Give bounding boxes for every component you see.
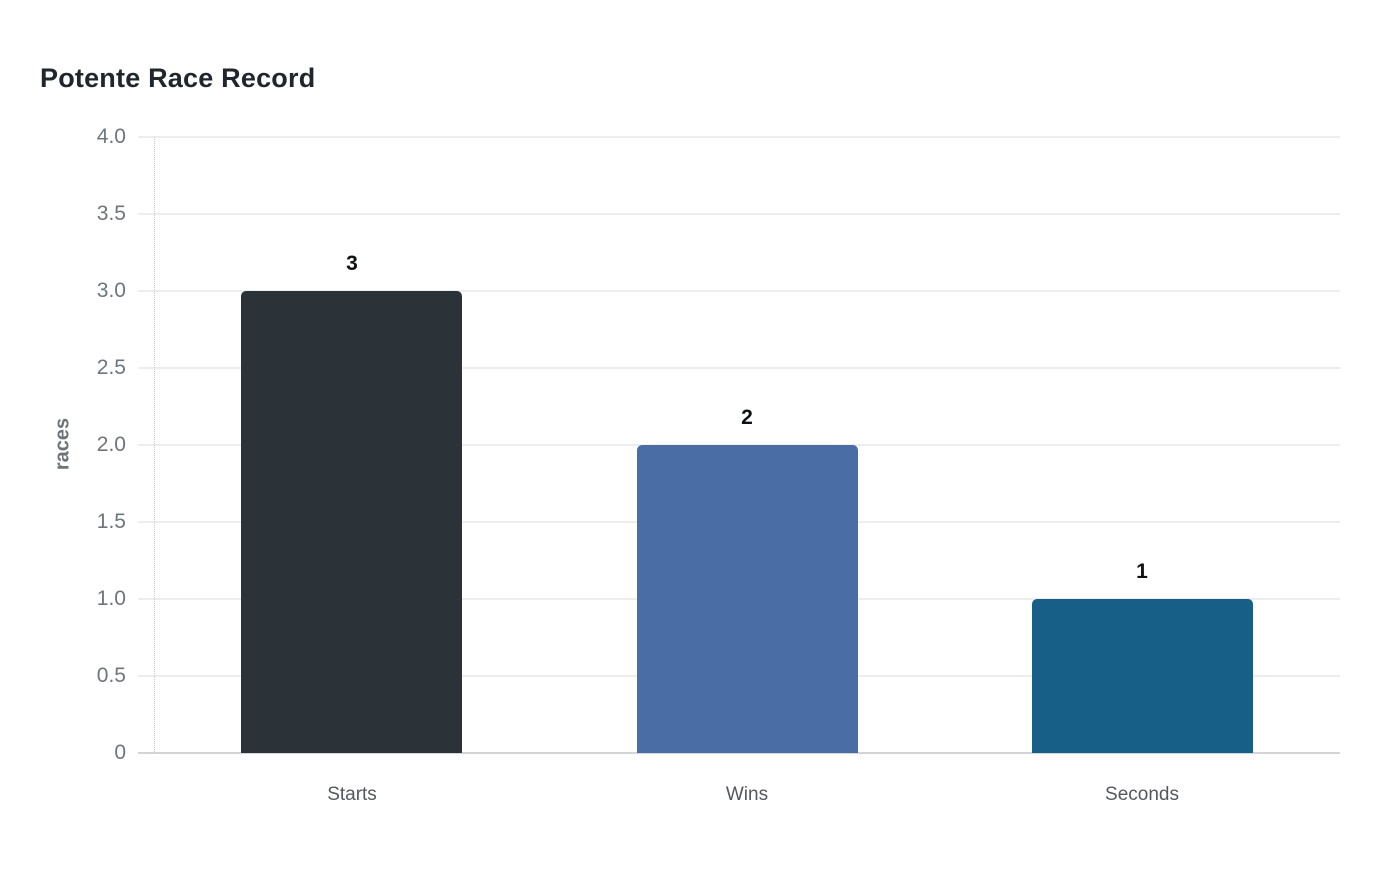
bar-value-label: 2 [741, 406, 753, 429]
x-tick-label: Wins [725, 784, 769, 805]
y-gridline [138, 290, 1340, 292]
y-tick-label: 4.0 [96, 125, 126, 148]
x-tick-label: Seconds [1105, 784, 1179, 805]
bar-value-label: 1 [1136, 560, 1148, 583]
x-tick-label: Starts [327, 784, 377, 805]
x-axis-baseline [138, 752, 1340, 754]
y-tick-label: 3.5 [96, 202, 126, 225]
bar-wins [637, 445, 858, 753]
bar-seconds [1032, 599, 1253, 753]
y-tick-label: 3.0 [96, 279, 126, 302]
bar-value-label: 3 [346, 252, 358, 275]
chart-title: Potente Race Record [40, 63, 316, 93]
y-tick-label: 2.5 [96, 356, 126, 379]
y-gridline [138, 213, 1340, 215]
y-tick-label: 1.0 [96, 587, 126, 610]
y-tick-label: 1.5 [96, 510, 126, 533]
y-gridline [138, 136, 1340, 138]
y-tick-label: 0.5 [96, 664, 126, 687]
y-axis-line [154, 137, 155, 754]
y-gridline [138, 367, 1340, 369]
y-tick-label: 0 [114, 741, 126, 764]
bar-starts [241, 291, 462, 753]
y-tick-label: 2.0 [96, 433, 126, 456]
